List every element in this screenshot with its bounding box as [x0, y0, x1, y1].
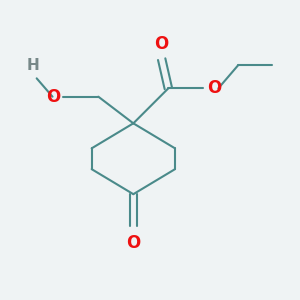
Text: O: O	[126, 234, 140, 252]
Text: O: O	[207, 79, 221, 97]
Text: O: O	[46, 88, 60, 106]
Text: H: H	[27, 58, 40, 73]
Text: O: O	[154, 34, 169, 52]
